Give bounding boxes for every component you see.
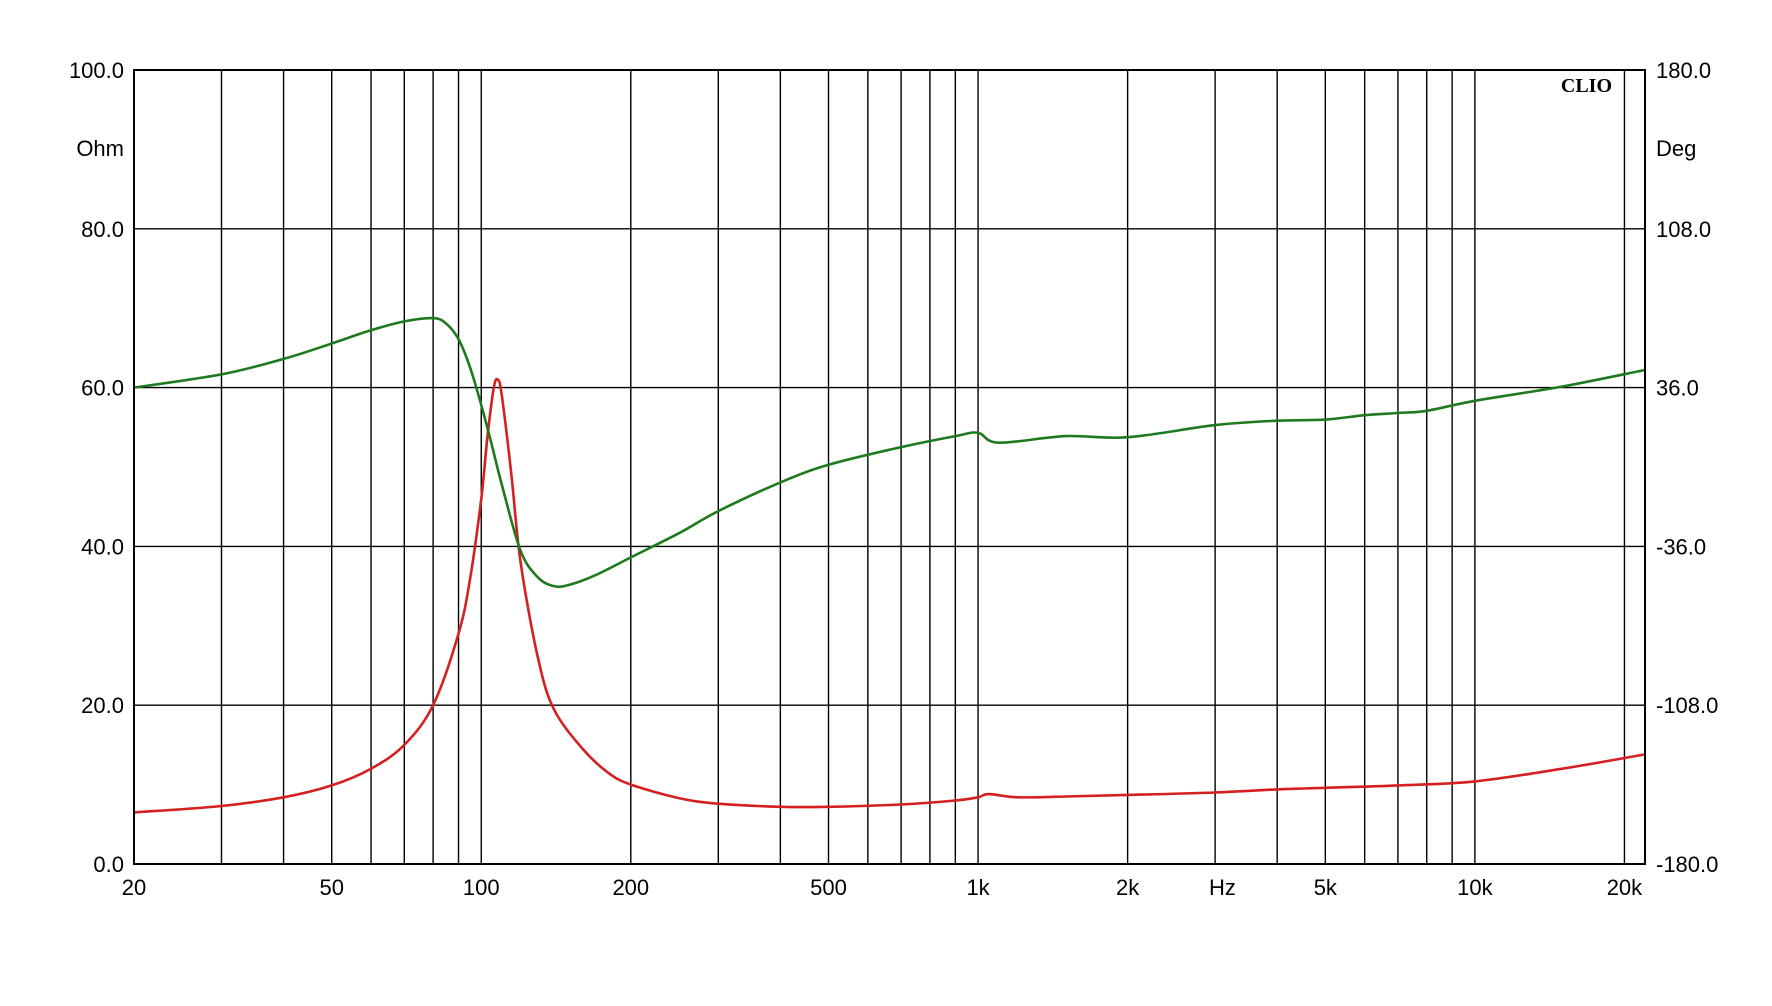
left-y-tick-label: 0.0 [93, 852, 124, 877]
left-y-tick-label: 20.0 [81, 693, 124, 718]
right-axis-unit-label: Deg [1656, 136, 1696, 161]
x-tick-label: 200 [612, 875, 649, 900]
left-axis-unit-label: Ohm [76, 136, 124, 161]
x-tick-label: 100 [463, 875, 500, 900]
left-y-tick-label: 80.0 [81, 217, 124, 242]
right-y-tick-label: 36.0 [1656, 376, 1699, 401]
x-tick-label: 50 [319, 875, 343, 900]
x-tick-label: 5k [1314, 875, 1338, 900]
grid-layer [134, 70, 1645, 864]
right-y-tick-label: -108.0 [1656, 693, 1718, 718]
brand-label: CLIO [1561, 75, 1612, 97]
right-y-tick-label: -36.0 [1656, 534, 1706, 559]
right-y-tick-label: 108.0 [1656, 217, 1711, 242]
plot-border [133, 69, 1646, 865]
x-tick-label: 20k [1607, 875, 1643, 900]
label-layer: CLIO Ohm Deg 20 50 100 200 500 1k 2k 5k 10k 20k Hz… [69, 58, 1718, 900]
impedance-curve [133, 377, 1646, 814]
right-y-tick-label: -180.0 [1656, 852, 1718, 877]
phase-curve [133, 316, 1646, 589]
x-tick-label: 500 [810, 875, 847, 900]
x-tick-label: 1k [966, 875, 990, 900]
x-tick-label: 20 [122, 875, 146, 900]
left-y-tick-label: 60.0 [81, 376, 124, 401]
x-axis-unit-label: Hz [1209, 875, 1236, 900]
series-layer [133, 316, 1646, 814]
left-y-tick-label: 40.0 [81, 534, 124, 559]
left-y-tick-label: 100.0 [69, 58, 124, 83]
right-y-tick-label: 180.0 [1656, 58, 1711, 83]
x-tick-label: 2k [1116, 875, 1140, 900]
x-tick-label: 10k [1457, 875, 1493, 900]
